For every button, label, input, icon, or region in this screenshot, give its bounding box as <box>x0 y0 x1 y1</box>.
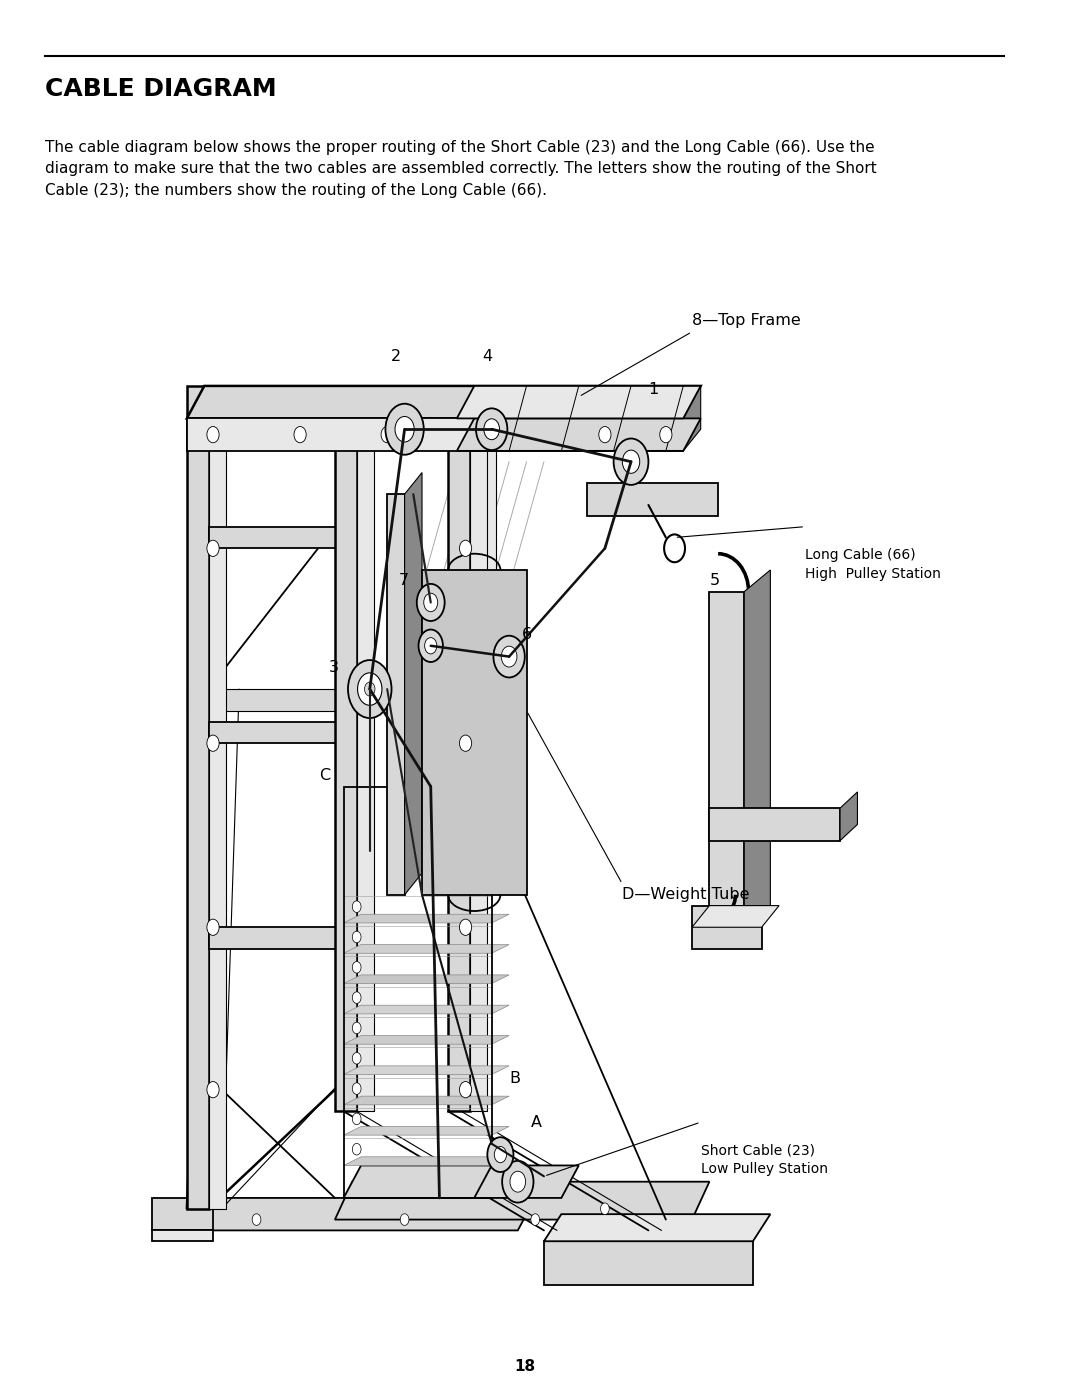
Text: A: A <box>531 1115 542 1130</box>
Circle shape <box>395 416 414 441</box>
Text: 1: 1 <box>648 381 659 397</box>
Polygon shape <box>422 570 527 895</box>
Circle shape <box>352 1143 361 1155</box>
Circle shape <box>352 1023 361 1034</box>
Circle shape <box>487 1137 513 1172</box>
Text: D—Weight Tube: D—Weight Tube <box>622 887 750 902</box>
Polygon shape <box>470 440 487 1112</box>
Polygon shape <box>474 1165 579 1197</box>
Circle shape <box>459 541 472 556</box>
Circle shape <box>386 404 423 455</box>
Polygon shape <box>387 495 405 895</box>
Circle shape <box>459 919 472 936</box>
Circle shape <box>476 408 508 450</box>
Polygon shape <box>478 386 496 807</box>
Circle shape <box>352 1083 361 1094</box>
Polygon shape <box>208 386 226 1208</box>
Polygon shape <box>457 419 701 451</box>
Circle shape <box>207 735 219 752</box>
Text: 8—Top Frame: 8—Top Frame <box>692 313 800 328</box>
Circle shape <box>424 637 436 654</box>
Text: 2: 2 <box>391 349 401 365</box>
Circle shape <box>417 584 445 622</box>
Polygon shape <box>335 440 356 1112</box>
Polygon shape <box>588 483 718 515</box>
Circle shape <box>401 1214 409 1225</box>
Circle shape <box>613 439 648 485</box>
Bar <box>343 787 491 1197</box>
Polygon shape <box>343 1165 509 1197</box>
Text: CABLE DIAGRAM: CABLE DIAGRAM <box>45 77 276 101</box>
Circle shape <box>484 419 500 440</box>
Text: 5: 5 <box>710 573 719 588</box>
Circle shape <box>660 426 672 443</box>
Circle shape <box>348 661 392 718</box>
Text: 7: 7 <box>399 573 409 588</box>
Circle shape <box>381 426 393 443</box>
Circle shape <box>598 426 611 443</box>
Polygon shape <box>208 527 361 549</box>
Circle shape <box>423 594 437 612</box>
Circle shape <box>357 673 382 705</box>
Text: 6: 6 <box>522 627 532 643</box>
Polygon shape <box>710 807 840 841</box>
Circle shape <box>495 1147 507 1162</box>
Polygon shape <box>343 1006 509 1014</box>
Polygon shape <box>692 905 779 928</box>
Circle shape <box>207 426 219 443</box>
Polygon shape <box>208 722 361 743</box>
Polygon shape <box>744 570 770 905</box>
Circle shape <box>294 426 307 443</box>
Circle shape <box>502 1161 534 1203</box>
Polygon shape <box>448 440 470 1112</box>
Polygon shape <box>457 386 478 807</box>
Polygon shape <box>710 592 744 928</box>
Polygon shape <box>356 440 374 1112</box>
Polygon shape <box>343 944 509 953</box>
Circle shape <box>352 1113 361 1125</box>
Polygon shape <box>343 1097 509 1105</box>
Circle shape <box>352 932 361 943</box>
Circle shape <box>510 1171 526 1192</box>
Polygon shape <box>343 1035 509 1044</box>
Polygon shape <box>840 792 858 841</box>
Circle shape <box>352 961 361 974</box>
Text: C: C <box>320 768 330 784</box>
Circle shape <box>459 735 472 752</box>
Polygon shape <box>544 1214 770 1242</box>
Polygon shape <box>684 386 701 451</box>
Text: 18: 18 <box>514 1359 536 1373</box>
Text: 3: 3 <box>329 659 339 675</box>
Circle shape <box>459 1081 472 1098</box>
Text: B: B <box>509 1071 521 1087</box>
Text: Long Cable (66)
High  Pulley Station: Long Cable (66) High Pulley Station <box>806 549 941 581</box>
Text: The cable diagram below shows the proper routing of the Short Cable (23) and the: The cable diagram below shows the proper… <box>45 140 877 198</box>
Polygon shape <box>152 1231 213 1242</box>
Polygon shape <box>343 914 509 923</box>
Polygon shape <box>187 419 684 451</box>
Circle shape <box>494 636 525 678</box>
Circle shape <box>207 541 219 556</box>
Polygon shape <box>405 472 422 895</box>
Polygon shape <box>335 1182 710 1220</box>
Circle shape <box>352 1052 361 1065</box>
Circle shape <box>207 919 219 936</box>
Polygon shape <box>187 386 701 419</box>
Polygon shape <box>187 386 208 1208</box>
Text: 4: 4 <box>483 349 492 365</box>
Circle shape <box>352 901 361 912</box>
Polygon shape <box>187 689 335 711</box>
Polygon shape <box>343 975 509 983</box>
Circle shape <box>419 630 443 662</box>
Polygon shape <box>170 1197 536 1231</box>
Polygon shape <box>343 1066 509 1074</box>
Polygon shape <box>692 905 761 949</box>
Polygon shape <box>343 1126 509 1136</box>
Circle shape <box>531 1214 540 1225</box>
Polygon shape <box>208 928 361 949</box>
Polygon shape <box>544 1242 753 1285</box>
Text: Short Cable (23)
Low Pulley Station: Short Cable (23) Low Pulley Station <box>701 1144 827 1176</box>
Circle shape <box>600 1203 609 1214</box>
Circle shape <box>253 1214 261 1225</box>
Circle shape <box>622 450 639 474</box>
